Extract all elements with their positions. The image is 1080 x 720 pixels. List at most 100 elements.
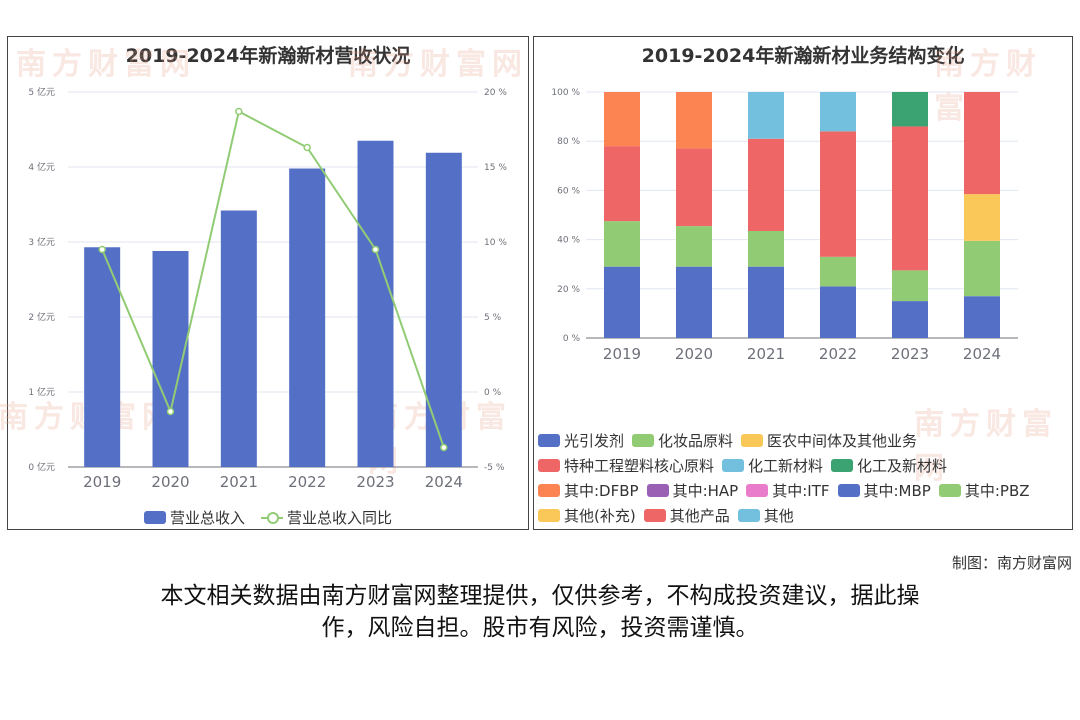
x-tick-label: 2024 (425, 473, 463, 491)
y-left-tick-label: 2 亿元 (28, 311, 55, 323)
stacked-bar-segment (676, 226, 712, 267)
growth-rate-point (235, 107, 243, 116)
disclaimer-line-1: 本文相关数据由南方财富网整理提供，仅供参考，不构成投资建议，据此操 (160, 583, 920, 609)
stacked-bar-segment (820, 92, 856, 132)
legend-label: 营业总收入 (169, 509, 245, 527)
legend-item[interactable]: 其他产品 (643, 504, 730, 529)
x-tick-label: 2021 (220, 473, 258, 491)
revenue-bar (84, 247, 121, 467)
legend-label: 其中:MBP (863, 482, 931, 500)
legend-item[interactable]: 其中:MBP (837, 479, 931, 504)
legend-item[interactable]: 医农中间体及其他业务 (741, 429, 917, 454)
stacked-bar-segment (964, 296, 1000, 338)
stacked-bar-segment (604, 146, 640, 222)
legend-swatch (837, 484, 860, 497)
stacked-bar-segment (676, 148, 712, 227)
legend-swatch (143, 511, 166, 524)
stacked-bar-segment (748, 92, 784, 139)
x-tick-label: 2019 (603, 345, 641, 363)
stacked-bar-segment (748, 230, 784, 267)
stacked-bar-segment (820, 256, 856, 287)
x-tick-label: 2022 (819, 345, 857, 363)
legend-swatch (741, 434, 764, 447)
stacked-bar-segment (748, 138, 784, 231)
legend-swatch (538, 484, 560, 497)
y-right-tick-label: -5 % (484, 463, 505, 473)
stacked-bar-segment (604, 221, 640, 267)
stacked-bar-segment (676, 92, 712, 149)
legend-item[interactable]: 其中:PBZ (938, 479, 1030, 504)
stacked-bar-segment (676, 266, 712, 338)
stacked-bar-segment (892, 301, 928, 338)
legend-item[interactable]: 营业总收入 (143, 507, 245, 528)
y-tick-label: 20 % (557, 285, 580, 295)
legend-label: 特种工程塑料核心原料 (564, 457, 715, 475)
disclaimer-line-2: 作，风险自担。股市有风险，投资需谨慎。 (321, 615, 759, 641)
growth-rate-point (166, 407, 175, 416)
legend-item[interactable]: 其他(补充) (538, 504, 636, 529)
legend-item[interactable]: 光引发剂 (538, 429, 624, 454)
revenue-bar (289, 168, 326, 467)
legend-label: 化工新材料 (748, 457, 824, 475)
revenue-bar (425, 152, 462, 467)
y-left-tick-label: 4 亿元 (28, 161, 55, 173)
legend-label: 营业总收入同比 (287, 509, 393, 527)
legend-swatch (938, 484, 961, 497)
x-tick-label: 2023 (356, 473, 394, 491)
revenue-chart-panel: 2019-2024年新瀚新材营收状况 南方财富网 南方财富网 南方财富网 南方财… (0, 36, 529, 530)
stacked-bar-segment (964, 92, 1000, 195)
y-right-tick-label: 5 % (484, 313, 502, 323)
structure-chart-svg: 0 % 20 % 40 % 60 % 80 % 100 % 2019 2020 2021 2022… (551, 88, 1018, 363)
stacked-bar-segment (820, 131, 856, 257)
legend-row: 特种工程塑料核心原料 化工新材料 化工及新材料 (538, 454, 1070, 479)
x-tick-label: 2019 (83, 473, 121, 491)
revenue-bar (357, 140, 394, 467)
legend-item[interactable]: 特种工程塑料核心原料 (538, 454, 714, 479)
legend-item[interactable]: 化工及新材料 (831, 454, 947, 479)
revenue-chart-legend: 营业总收入 营业总收入同比 (8, 507, 528, 528)
growth-rate-point (98, 245, 106, 254)
legend-item[interactable]: 化妆品原料 (632, 429, 733, 454)
growth-rate-point (303, 143, 311, 152)
legend-swatch (538, 434, 560, 447)
revenue-bar (220, 210, 257, 467)
x-tick-label: 2023 (891, 345, 929, 363)
legend-item[interactable]: 其中:HAP (646, 479, 738, 504)
legend-swatch (261, 511, 283, 524)
stacked-bar-segment (892, 92, 928, 127)
legend-item[interactable]: 其中:DFBP (538, 479, 639, 504)
legend-label: 其中:DFBP (564, 482, 639, 500)
legend-swatch (643, 509, 666, 522)
y-left-tick-label: 0 亿元 (28, 461, 55, 473)
growth-rate-line (101, 110, 445, 448)
legend-swatch (746, 484, 769, 497)
legend-label: 其他(补充) (564, 507, 636, 525)
x-tick-label: 2021 (747, 345, 785, 363)
legend-item[interactable]: 化工新材料 (722, 454, 823, 479)
legend-row: 其中:DFBP 其中:HAP 其中:ITF 其中:MBP 其中:PBZ (538, 479, 1070, 504)
legend-label: 化工及新材料 (857, 457, 948, 475)
y-left-tick-label: 1 亿元 (28, 386, 55, 398)
legend-item[interactable]: 其他 (737, 504, 794, 529)
y-tick-label: 40 % (557, 236, 580, 246)
legend-label: 光引发剂 (564, 432, 625, 450)
legend-item[interactable]: 营业总收入同比 (261, 507, 392, 528)
disclaimer: 本文相关数据由南方财富网整理提供，仅供参考，不构成投资建议，据此操 作，风险自担… (90, 580, 990, 644)
y-right-tick-label: 0 % (484, 388, 502, 398)
y-right-tick-label: 15 % (484, 163, 507, 173)
y-tick-label: 60 % (557, 186, 580, 196)
stacked-bar-segment (604, 266, 640, 338)
growth-rate-point (371, 245, 380, 254)
stacked-bar-segment (820, 286, 856, 338)
legend-label: 其中:PBZ (964, 482, 1030, 500)
chart-credit: 制图：南方财富网 (951, 554, 1072, 572)
stacked-bar-segment (604, 92, 640, 147)
legend-item[interactable]: 其中:ITF (746, 479, 830, 504)
y-tick-label: 0 % (563, 334, 581, 344)
revenue-chart-title: 2019-2024年新瀚新材营收状况 (125, 45, 411, 67)
stacked-bar-segment (892, 270, 928, 302)
y-right-tick-label: 10 % (484, 238, 507, 248)
y-right-tick-label: 20 % (484, 88, 507, 98)
stacked-bar-segment (748, 266, 784, 338)
x-tick-label: 2020 (675, 345, 713, 363)
